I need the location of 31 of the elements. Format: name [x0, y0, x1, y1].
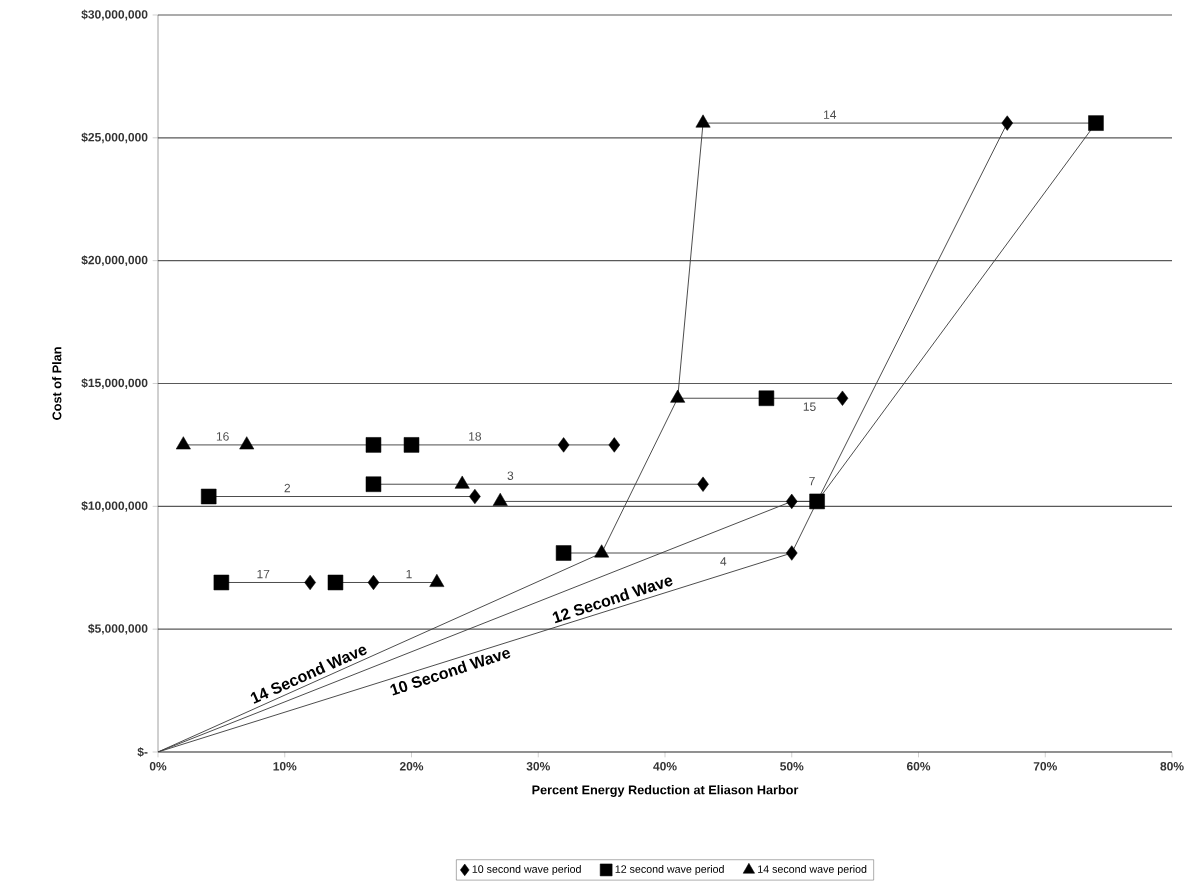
annotation: 15: [803, 402, 816, 411]
x-tick-label: 30%: [526, 762, 550, 771]
annotation: 1: [406, 569, 412, 579]
annotation: 18: [469, 432, 482, 441]
legend-label: 12 second wave period: [615, 865, 724, 876]
y-tick-label: $15,000,000: [81, 378, 148, 389]
annotation: 4: [720, 557, 727, 566]
legend-label: 14 second wave period: [758, 865, 867, 876]
annotation: 2: [284, 483, 291, 493]
x-tick-label: 50%: [780, 762, 804, 771]
x-axis-title: Percent Energy Reduction at Eliason Harbor: [532, 785, 799, 797]
annotation: 16: [216, 432, 229, 441]
legend-label: 10 second wave period: [472, 865, 581, 876]
annotation: 3: [507, 471, 514, 480]
y-tick-label: $20,000,000: [81, 255, 148, 267]
x-tick-label: 40%: [653, 762, 677, 771]
x-tick-label: 70%: [1033, 762, 1057, 771]
annotation: 14: [824, 110, 837, 119]
y-tick-label: $5,000,000: [88, 623, 148, 635]
y-tick-label: $-: [137, 747, 148, 757]
x-tick-label: 80%: [1160, 762, 1184, 771]
x-tick-label: 0%: [149, 762, 167, 771]
y-tick-label: $30,000,000: [81, 9, 148, 21]
y-axis-title: Cost of Plan: [52, 347, 62, 420]
y-tick-label: $10,000,000: [81, 500, 148, 512]
x-tick-label: 10%: [273, 762, 297, 771]
x-tick-label: 20%: [399, 762, 424, 771]
annotation: 7: [809, 476, 815, 486]
y-tick-label: $25,000,000: [81, 132, 148, 144]
annotation: 17: [257, 569, 270, 579]
x-tick-label: 60%: [906, 762, 931, 771]
